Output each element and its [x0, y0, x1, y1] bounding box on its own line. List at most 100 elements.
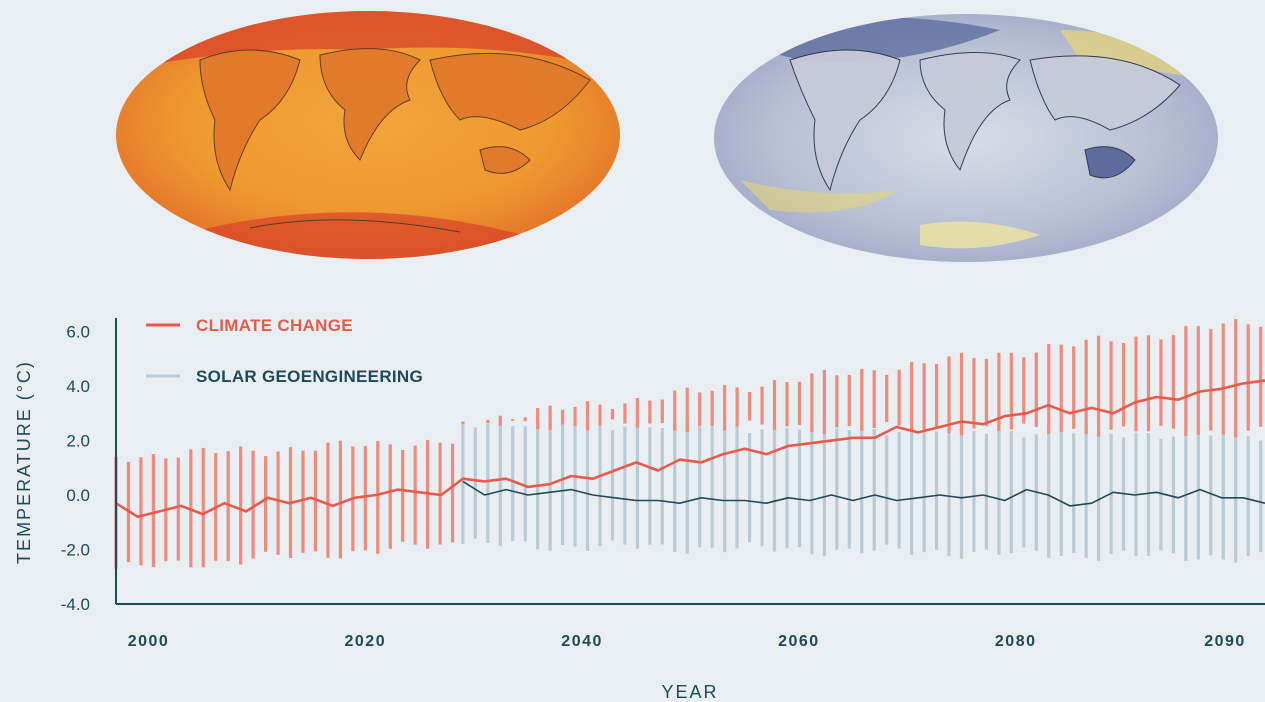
band-bar: [202, 448, 205, 567]
legend-solar-geoengineering-label: SOLAR GEOENGINEERING: [196, 367, 423, 386]
band-bar: [760, 387, 763, 425]
band-bar: [1197, 431, 1200, 560]
band-bar: [885, 375, 888, 422]
y-tick-label: 2.0: [66, 432, 90, 451]
band-climate-change-2: [461, 319, 1262, 437]
band-bar: [661, 400, 664, 424]
band-bar: [536, 408, 539, 429]
band-bar: [1047, 428, 1050, 558]
x-tick-label: 2060: [778, 633, 820, 650]
x-tick-label: 2040: [561, 633, 603, 650]
band-bar: [623, 403, 626, 423]
band-bar: [1234, 429, 1237, 562]
x-tick-label: 2020: [345, 633, 387, 650]
band-bar: [736, 387, 739, 426]
band-bar: [636, 398, 639, 428]
legend-climate-change-label: CLIMATE CHANGE: [196, 316, 353, 335]
climate-change-line: [116, 381, 1265, 517]
band-bar: [723, 385, 726, 431]
band-bar: [536, 419, 539, 550]
x-tick-label: 2090: [1204, 633, 1246, 650]
band-bar: [910, 426, 913, 555]
band-bar: [1209, 329, 1212, 431]
band-bar: [152, 454, 155, 567]
band-bar: [922, 429, 925, 552]
band-bar: [873, 429, 876, 551]
x-tick-label: 2080: [995, 633, 1037, 650]
band-bar: [711, 391, 714, 426]
band-bar: [835, 375, 838, 427]
band-bar: [524, 426, 527, 541]
band-bar: [711, 426, 714, 547]
band-bar: [798, 430, 801, 547]
band-bar: [960, 424, 963, 559]
band-bar: [1259, 327, 1262, 427]
band-bar: [760, 429, 763, 546]
band-bar: [1085, 340, 1088, 434]
y-tick-label: 6.0: [66, 323, 90, 342]
band-bar: [922, 363, 925, 429]
band-bar: [935, 432, 938, 550]
band-bar: [474, 427, 477, 538]
band-bar: [461, 422, 464, 425]
band-bar: [499, 421, 502, 546]
band-bar: [1209, 436, 1212, 556]
band-bar: [736, 427, 739, 549]
band-bar: [1184, 326, 1187, 436]
band-bar: [648, 401, 651, 424]
band-bar: [1047, 344, 1050, 434]
series-lines: [116, 381, 1265, 517]
band-bar: [1072, 433, 1075, 552]
x-tick-label: 2000: [128, 633, 170, 650]
y-tick-label: -4.0: [61, 595, 90, 614]
band-bar: [339, 441, 342, 559]
band-bar: [139, 457, 142, 565]
band-bar: [623, 427, 626, 545]
band-bar: [686, 420, 689, 554]
band-bar: [276, 452, 279, 555]
band-bar: [1172, 436, 1175, 553]
band-bar: [486, 420, 489, 423]
y-tick-label: -2.0: [61, 541, 90, 560]
band-bar: [810, 373, 813, 432]
band-bar: [1159, 439, 1162, 550]
band-bar: [773, 380, 776, 430]
y-tick-label: 4.0: [66, 377, 90, 396]
band-bar: [773, 424, 776, 551]
band-bar: [748, 392, 751, 420]
band-bar: [885, 435, 888, 544]
band-bar: [723, 422, 726, 552]
band-bar: [451, 444, 454, 543]
band-bar: [873, 370, 876, 428]
band-bar: [561, 410, 564, 425]
band-bar: [698, 426, 701, 547]
band-bar: [301, 451, 304, 553]
band-bar: [611, 430, 614, 540]
band-bar: [972, 358, 975, 428]
band-bar: [549, 406, 552, 430]
legend: CLIMATE CHANGE SOLAR GEOENGINEERING: [146, 316, 423, 386]
band-bar: [848, 430, 851, 549]
band-bar: [848, 375, 851, 426]
band-bar: [898, 370, 901, 426]
band-bar: [1147, 335, 1150, 431]
band-bar: [598, 405, 601, 426]
band-bar: [860, 426, 863, 554]
band-bar: [997, 429, 1000, 554]
y-tick-label: 0.0: [66, 486, 90, 505]
band-bar: [414, 446, 417, 545]
band-bar: [673, 421, 676, 552]
band-bar: [1147, 433, 1150, 556]
band-bar: [376, 441, 379, 554]
band-bar: [947, 426, 950, 557]
band-bar: [985, 359, 988, 426]
band-bar: [1259, 441, 1262, 553]
band-bar: [586, 401, 589, 430]
band-bar: [511, 426, 514, 541]
band-bar: [389, 444, 392, 548]
band-bar: [648, 427, 651, 544]
band-bar: [561, 424, 564, 545]
band-bar: [586, 419, 589, 551]
band-bar: [486, 423, 489, 543]
